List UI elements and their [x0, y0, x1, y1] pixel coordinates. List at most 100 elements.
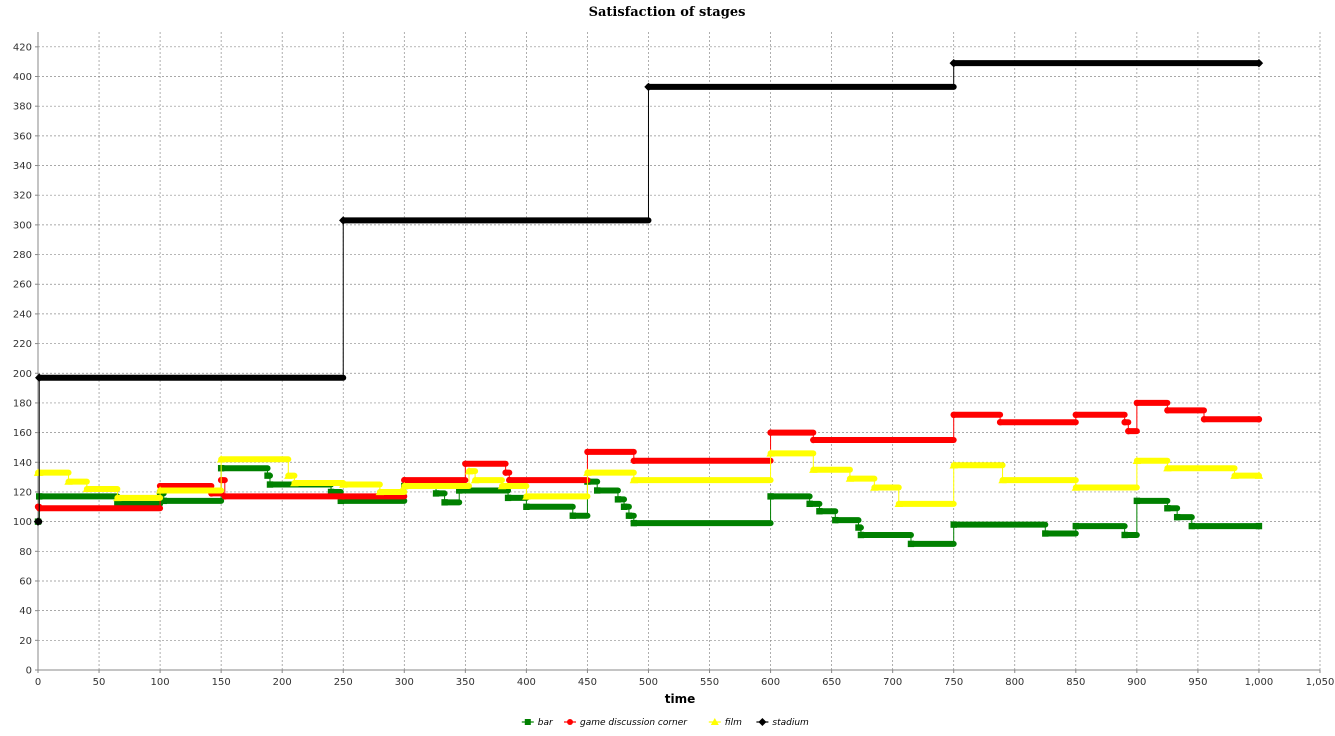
data-point-stadium [33, 517, 43, 526]
data-point-bar [264, 472, 271, 479]
data-point-film [629, 475, 639, 484]
x-tick-label: 450 [578, 677, 597, 688]
x-tick-label: 300 [395, 677, 414, 688]
data-point-bar [456, 487, 463, 494]
legend-item-stadium: stadium [756, 718, 809, 728]
data-point-bar [327, 488, 335, 496]
data-point-game-discussion-corner [810, 436, 817, 444]
data-point-bar [266, 481, 274, 488]
y-tick-label: 20 [19, 636, 32, 647]
x-tick-label: 0 [35, 677, 41, 688]
axes: 0 20 40 60 80 100 120 140 160 180 200 220 240 260 280 3… [13, 32, 1334, 688]
x-axis-label: time [665, 692, 696, 706]
x-tick-label: 650 [822, 677, 841, 688]
data-point-bar [114, 500, 121, 508]
data-point-film [284, 471, 293, 479]
x-tick-label: 900 [1127, 677, 1146, 688]
y-tick-label: 180 [13, 398, 32, 409]
data-point-game-discussion-corner [401, 476, 408, 484]
y-tick-label: 160 [13, 428, 32, 439]
data-point-bar [630, 519, 638, 527]
data-point-bar [620, 503, 628, 510]
data-point-game-discussion-corner [950, 411, 957, 418]
y-tick-label: 60 [19, 576, 32, 587]
data-point-film [870, 483, 879, 491]
x-tick-label: 1,000 [1245, 677, 1274, 688]
data-point-film [497, 481, 507, 490]
y-tick-label: 200 [13, 369, 32, 380]
series-stadium [33, 58, 1264, 526]
data-point-stadium [339, 216, 348, 225]
data-point-bar [593, 487, 601, 494]
data-point-bar [1173, 513, 1181, 521]
data-point-bar [767, 493, 774, 500]
data-point-bar [1072, 522, 1080, 530]
data-point-bar [950, 521, 957, 528]
data-point-film [82, 484, 92, 493]
data-point-film [339, 480, 348, 488]
legend-marker-bar [524, 719, 531, 725]
data-point-bar [907, 540, 915, 548]
data-point-bar [832, 516, 839, 524]
x-tick-label: 600 [761, 677, 780, 688]
y-tick-label: 320 [13, 191, 32, 202]
y-tick-label: 140 [13, 458, 32, 469]
data-point-bar [1121, 531, 1128, 539]
legend-label-film: film [725, 718, 742, 728]
series-film [33, 449, 1264, 508]
y-tick-label: 40 [19, 606, 32, 617]
legend-label-stadium: stadium [772, 718, 809, 728]
data-point-film [845, 474, 855, 482]
data-point-film [64, 477, 73, 485]
legend-label-bar: bar [538, 718, 554, 728]
data-point-bar [625, 512, 633, 519]
data-point-film [583, 468, 592, 476]
y-tick-label: 420 [13, 42, 32, 53]
y-tick-label: 340 [13, 161, 32, 172]
data-point-film [1230, 471, 1239, 479]
x-tick-label: 50 [93, 677, 106, 688]
data-point-bar [816, 508, 823, 515]
series-layer [33, 58, 1264, 548]
y-tick-label: 100 [13, 517, 32, 528]
data-point-film [155, 486, 165, 494]
data-point-film [375, 487, 385, 496]
x-tick-label: 200 [273, 677, 292, 688]
x-tick-label: 850 [1066, 677, 1085, 688]
data-point-game-discussion-corner [996, 419, 1004, 426]
data-point-game-discussion-corner [1125, 427, 1132, 435]
data-point-film [113, 493, 122, 502]
data-point-film [216, 455, 226, 463]
y-tick-label: 220 [13, 339, 32, 350]
legend-item-bar: bar [521, 718, 554, 728]
y-tick-label: 300 [13, 220, 32, 231]
x-tick-label: 550 [700, 677, 719, 688]
y-tick-label: 120 [13, 487, 32, 498]
legend-item-film: film [708, 718, 742, 728]
data-point-game-discussion-corner [1255, 416, 1263, 423]
grid [37, 32, 1321, 671]
data-point-film [809, 465, 818, 473]
x-tick-label: 400 [517, 677, 536, 688]
data-point-stadium [949, 58, 958, 68]
data-point-film [1254, 471, 1264, 479]
x-tick-label: 250 [334, 677, 353, 688]
data-point-film [998, 475, 1007, 484]
data-point-film [400, 481, 409, 490]
data-point-bar [432, 490, 440, 497]
data-point-film [1163, 464, 1172, 472]
data-point-film [290, 478, 299, 487]
y-tick-label: 0 [26, 666, 32, 677]
y-tick-label: 240 [13, 309, 32, 320]
data-point-game-discussion-corner [584, 448, 591, 456]
data-point-game-discussion-corner [462, 460, 469, 467]
data-point-film [894, 499, 903, 508]
data-point-film [464, 466, 474, 475]
data-point-game-discussion-corner [221, 493, 229, 500]
x-tick-label: 350 [456, 677, 475, 688]
x-tick-label: 100 [151, 677, 170, 688]
data-point-bar [504, 494, 512, 502]
x-tick-label: 800 [1005, 677, 1024, 688]
data-point-game-discussion-corner [506, 476, 513, 484]
